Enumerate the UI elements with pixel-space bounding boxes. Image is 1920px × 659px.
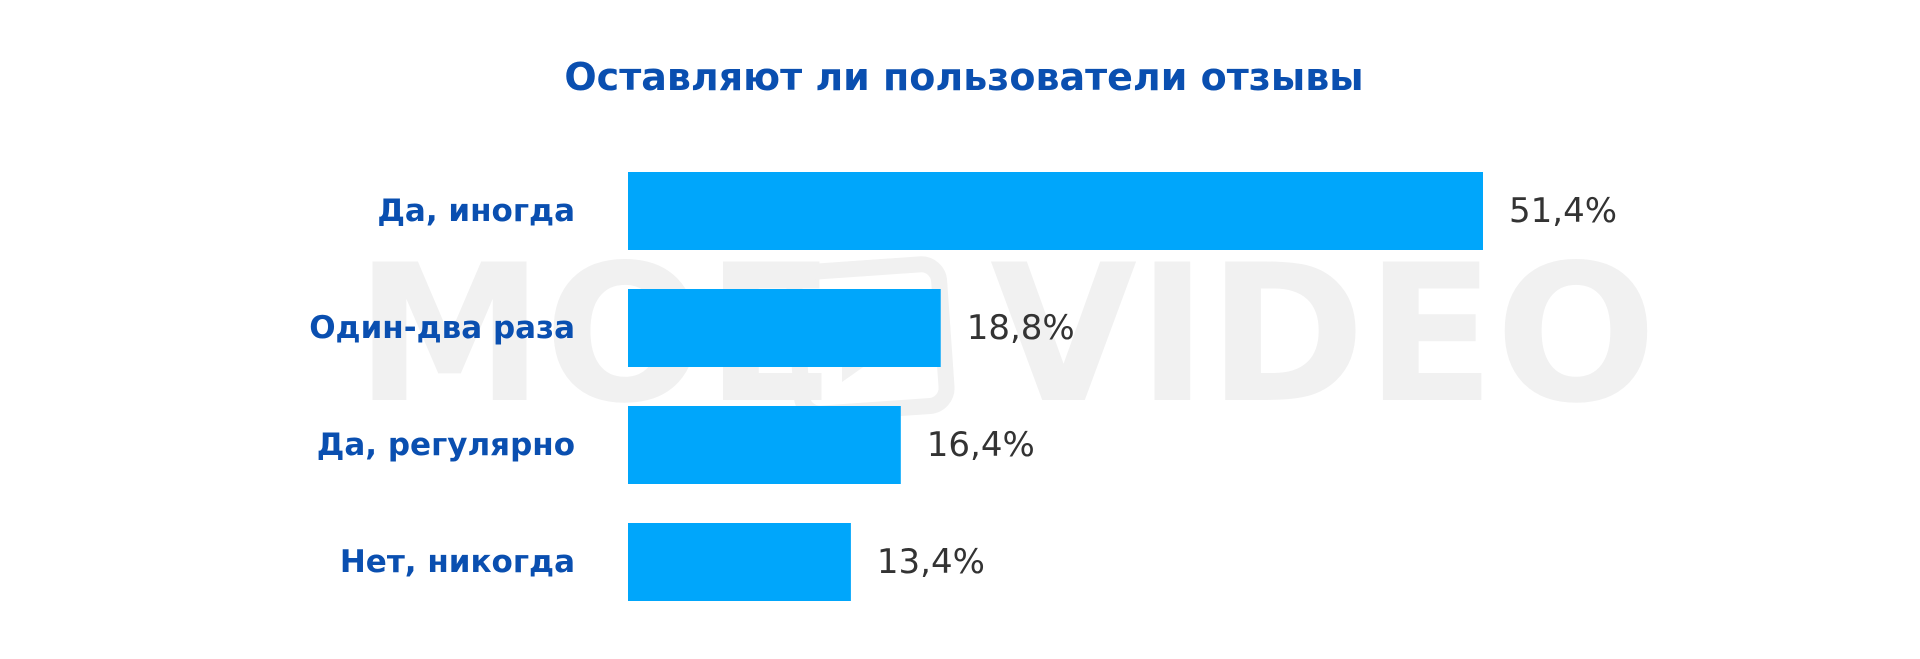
value-label: 18,8% [967, 308, 1075, 348]
bar [628, 523, 851, 601]
value-label: 51,4% [1509, 191, 1617, 231]
category-label: Нет, никогда [340, 544, 575, 580]
bar [628, 289, 941, 367]
category-label: Один-два раза [309, 310, 575, 346]
chart-title: Оставляют ли пользователи отзывы [564, 55, 1363, 99]
bars-group [628, 172, 1483, 601]
category-label: Да, регулярно [317, 427, 575, 463]
category-label: Да, иногда [377, 193, 575, 229]
value-label: 13,4% [877, 542, 985, 582]
value-label: 16,4% [927, 425, 1035, 465]
category-labels-group: Да, иногда Один-два раза Да, регулярно Нет,… [309, 193, 575, 580]
bar [628, 406, 901, 484]
watermark-text-video: VIDEO [990, 224, 1657, 445]
bar [628, 172, 1483, 250]
value-labels-group: 51,4% 18,8% 16,4% 13,4% [877, 191, 1617, 582]
